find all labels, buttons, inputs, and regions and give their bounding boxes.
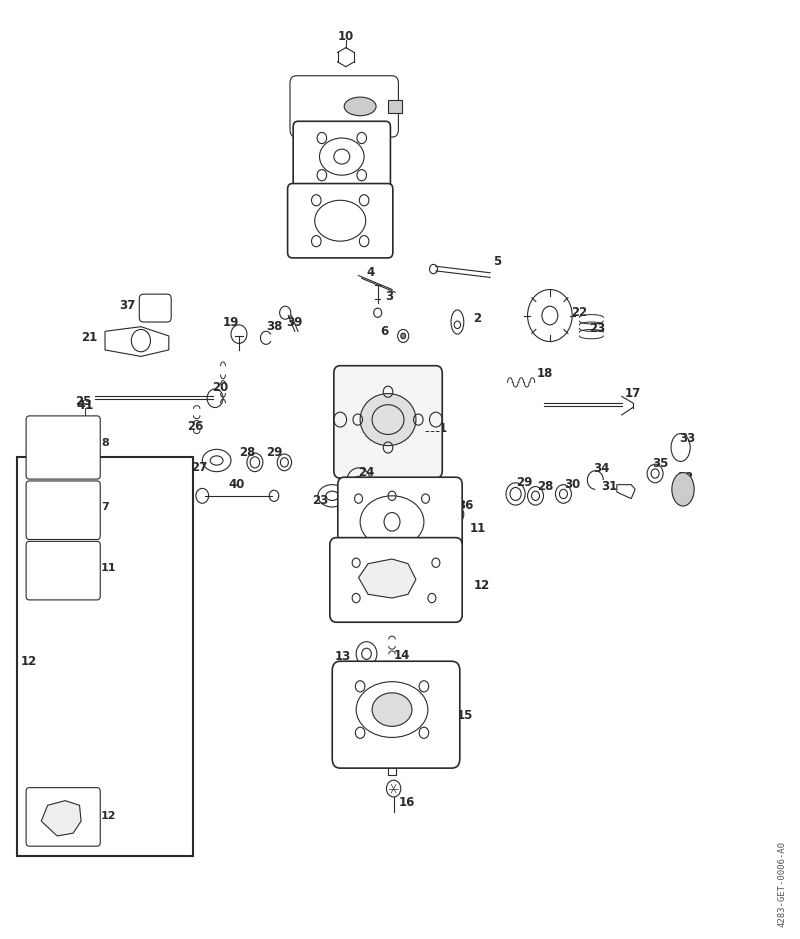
Text: 28: 28 — [537, 480, 554, 493]
Circle shape — [401, 333, 406, 339]
FancyBboxPatch shape — [290, 76, 398, 137]
Text: 14: 14 — [394, 649, 410, 662]
Polygon shape — [42, 801, 81, 836]
FancyBboxPatch shape — [293, 121, 390, 192]
Text: 6: 6 — [380, 325, 388, 338]
Text: 13: 13 — [334, 650, 350, 663]
Text: 1: 1 — [438, 423, 446, 436]
Text: 41: 41 — [76, 399, 94, 412]
Text: 29: 29 — [266, 446, 282, 458]
Text: 39: 39 — [286, 316, 303, 329]
Text: 9: 9 — [308, 92, 317, 105]
Text: 7: 7 — [297, 210, 306, 223]
Text: 26: 26 — [187, 420, 203, 433]
Text: 11: 11 — [470, 522, 486, 535]
Text: 15: 15 — [457, 709, 474, 722]
Text: 23: 23 — [312, 494, 329, 507]
Text: 11: 11 — [101, 563, 117, 573]
FancyBboxPatch shape — [26, 788, 100, 846]
Text: 40: 40 — [228, 478, 245, 491]
Text: 17: 17 — [625, 387, 641, 400]
Text: 4283-GET-0006-A0: 4283-GET-0006-A0 — [778, 841, 786, 928]
Bar — [388, 100, 402, 113]
Text: 38: 38 — [266, 320, 282, 333]
Text: 21: 21 — [81, 331, 98, 345]
Text: 18: 18 — [537, 366, 554, 379]
Text: 32: 32 — [678, 470, 694, 484]
Text: 36: 36 — [457, 499, 474, 512]
Text: 8: 8 — [101, 438, 109, 448]
FancyBboxPatch shape — [334, 365, 442, 478]
Ellipse shape — [360, 393, 416, 446]
Text: 22: 22 — [571, 306, 587, 319]
Ellipse shape — [372, 693, 412, 726]
Text: 30: 30 — [564, 478, 580, 491]
Text: 8: 8 — [311, 144, 320, 157]
Polygon shape — [105, 327, 169, 357]
Text: 31: 31 — [601, 480, 617, 493]
Text: 4: 4 — [366, 267, 374, 279]
Polygon shape — [617, 485, 635, 499]
Circle shape — [452, 510, 460, 519]
FancyBboxPatch shape — [139, 294, 171, 322]
FancyBboxPatch shape — [26, 416, 100, 479]
FancyBboxPatch shape — [26, 481, 100, 540]
FancyBboxPatch shape — [330, 538, 462, 623]
FancyBboxPatch shape — [26, 542, 100, 600]
Bar — [18, 456, 193, 856]
Ellipse shape — [344, 97, 376, 115]
Text: 29: 29 — [516, 476, 533, 489]
Text: 19: 19 — [223, 316, 239, 329]
Text: 16: 16 — [398, 796, 414, 809]
Text: 3: 3 — [386, 290, 394, 303]
Text: 34: 34 — [593, 462, 609, 475]
Text: 7: 7 — [101, 501, 109, 512]
Text: 12: 12 — [101, 811, 117, 822]
Text: 33: 33 — [679, 432, 695, 445]
Text: 20: 20 — [213, 380, 229, 393]
Text: 24: 24 — [358, 466, 374, 479]
Text: 35: 35 — [653, 456, 669, 470]
Text: 28: 28 — [238, 446, 255, 458]
Text: 12: 12 — [473, 578, 490, 592]
Text: 37: 37 — [119, 299, 135, 312]
Text: 2: 2 — [474, 312, 482, 325]
Polygon shape — [358, 559, 416, 598]
Text: 10: 10 — [338, 30, 354, 43]
Text: 23: 23 — [590, 322, 606, 335]
Text: 12: 12 — [21, 654, 38, 668]
Text: 27: 27 — [191, 461, 207, 474]
Ellipse shape — [672, 472, 694, 506]
Text: 25: 25 — [75, 394, 92, 408]
FancyBboxPatch shape — [332, 661, 460, 768]
FancyBboxPatch shape — [287, 183, 393, 258]
FancyBboxPatch shape — [338, 477, 462, 566]
Text: 5: 5 — [493, 255, 502, 269]
